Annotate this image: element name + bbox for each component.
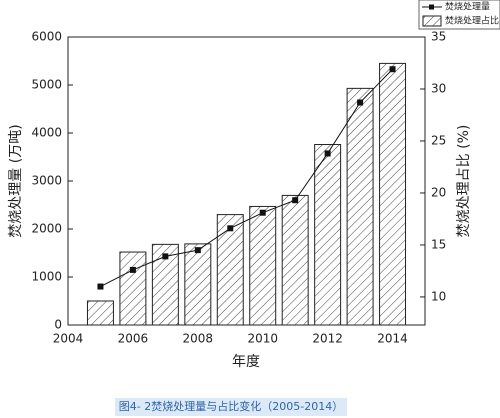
x-tick-label: 2008 [183, 332, 214, 346]
y-tick-label: 0 [54, 318, 62, 332]
legend-label: 焚烧处理占比 [445, 15, 499, 27]
bar [216, 214, 244, 326]
bar [184, 243, 212, 326]
legend-marker [429, 4, 434, 10]
line [100, 68, 393, 287]
x-axis-label: 年度 [232, 354, 260, 370]
caption-bg [115, 398, 347, 416]
y2-axis-label: 焚烧处理占比 (%) [456, 125, 472, 238]
bar [281, 194, 309, 326]
bar [86, 300, 114, 326]
legend-label: 焚烧处理量 [445, 1, 490, 13]
y-tick-label: 1000 [31, 270, 62, 284]
marker [292, 197, 299, 204]
x-tick-label: 2012 [312, 332, 343, 346]
x-tick-label: 2004 [53, 332, 84, 346]
marker [97, 283, 104, 290]
bar [379, 62, 407, 326]
marker [129, 266, 136, 273]
legend-swatch [422, 15, 442, 27]
x-tick-label: 2010 [247, 332, 278, 346]
marker [194, 247, 201, 254]
marker [389, 66, 396, 73]
caption: 图4- 2焚烧处理量与占比变化（2005-2014） [119, 399, 343, 413]
y-tick-label: 5000 [31, 78, 62, 92]
marker [162, 253, 169, 260]
y-tick-label: 2000 [31, 222, 62, 236]
y-tick-label: 4000 [31, 126, 62, 140]
marker [324, 150, 331, 157]
y2-tick-label: 35 [431, 30, 446, 44]
y-tick-label: 3000 [31, 174, 62, 188]
y-axis-label: 焚烧处理量 (万吨) [8, 124, 24, 237]
bar [346, 87, 374, 326]
x-tick-label: 2014 [377, 332, 408, 346]
y2-tick-label: 15 [431, 237, 446, 251]
bar [314, 144, 342, 326]
bar [119, 251, 147, 326]
x-tick-label: 2006 [118, 332, 149, 346]
y-tick-label: 6000 [31, 30, 62, 44]
y2-tick-label: 30 [431, 81, 446, 95]
y2-tick-label: 25 [431, 133, 446, 147]
marker [357, 99, 364, 106]
marker [227, 225, 234, 232]
marker [259, 209, 266, 216]
y2-tick-label: 10 [431, 289, 446, 303]
bar [249, 205, 277, 326]
y2-tick-label: 20 [431, 185, 446, 199]
